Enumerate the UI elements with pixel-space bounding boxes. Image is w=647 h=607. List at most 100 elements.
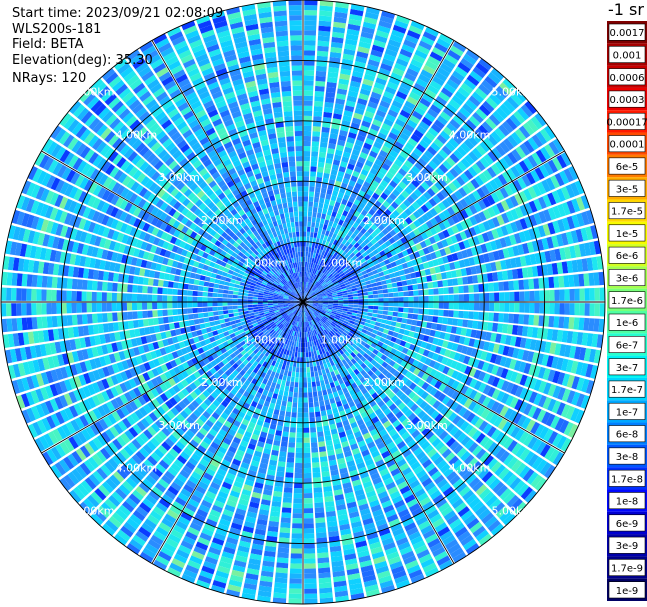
beta-cell [433, 204, 442, 214]
beta-cell [541, 411, 551, 425]
beta-cell [309, 290, 314, 295]
beta-cell [313, 269, 318, 275]
beta-cell [513, 313, 520, 324]
beta-cell [482, 220, 491, 231]
beta-cell [422, 262, 430, 269]
beta-cell [296, 422, 303, 428]
beta-cell [390, 336, 397, 343]
beta-cell [373, 325, 380, 331]
beta-cell [390, 249, 397, 256]
beta-cell [308, 351, 312, 358]
beta-cell [325, 246, 331, 253]
beta-cell [305, 287, 308, 293]
beta-cell [349, 208, 356, 215]
beta-cell [547, 207, 557, 221]
beta-cell [297, 352, 301, 358]
beta-cell [482, 384, 492, 395]
beta-cell [283, 487, 293, 493]
beta-cell [314, 85, 325, 92]
beta-cell [458, 406, 468, 417]
beta-cell [347, 306, 354, 310]
beta-cell [533, 379, 543, 392]
beta-cell [560, 232, 569, 246]
beta-cell [444, 332, 451, 341]
beta-cell [463, 258, 471, 267]
beta-cell [480, 243, 488, 254]
beta-cell [310, 432, 317, 438]
beta-cell [317, 277, 322, 283]
beta-cell [303, 286, 305, 292]
beta-cell [355, 269, 362, 275]
beta-cell [410, 272, 417, 279]
beta-cell [367, 287, 373, 292]
beta-cell [568, 166, 579, 181]
beta-cell [477, 394, 487, 405]
beta-cell [328, 282, 334, 287]
beta-cell [315, 222, 320, 229]
beta-cell [507, 151, 518, 165]
beta-cell [423, 295, 429, 302]
beta-cell [294, 482, 303, 489]
beta-cell [401, 177, 411, 186]
beta-cell [559, 289, 565, 301]
beta-cell [363, 205, 371, 213]
beta-cell [534, 112, 547, 127]
beta-cell [406, 318, 413, 325]
beta-cell [337, 295, 344, 299]
beta-cell [462, 123, 474, 135]
beta-cell [365, 6, 380, 15]
beta-cell [354, 165, 362, 174]
beta-cell [303, 80, 314, 86]
beta-cell [304, 578, 317, 584]
beta-cell [336, 268, 342, 274]
beta-cell [408, 169, 417, 179]
beta-cell [318, 572, 331, 579]
beta-cell [519, 387, 529, 400]
beta-cell [490, 131, 502, 143]
beta-cell [518, 125, 531, 139]
beta-cell [388, 192, 397, 201]
beta-cell [355, 329, 362, 335]
beta-cell [418, 120, 430, 131]
beta-cell [332, 26, 346, 34]
beta-cell [408, 266, 415, 273]
beta-cell [511, 442, 522, 455]
beta-cell [561, 202, 571, 216]
beta-cell [462, 103, 474, 115]
beta-cell [518, 401, 528, 414]
beta-cell [331, 36, 344, 44]
beta-cell [321, 131, 330, 138]
beta-cell [541, 237, 549, 250]
beta-cell [519, 291, 525, 302]
beta-cell [490, 428, 501, 441]
beta-cell [365, 68, 377, 77]
beta-cell [455, 222, 464, 232]
beta-cell [317, 265, 322, 271]
beta-cell [487, 386, 496, 398]
beta-cell [473, 380, 482, 391]
beta-cell [382, 310, 389, 316]
beta-cell [429, 217, 438, 226]
beta-cell [456, 161, 467, 172]
beta-cell [374, 263, 382, 269]
beta-cell [387, 205, 396, 213]
beta-cell [573, 274, 580, 287]
beta-cell [383, 258, 391, 265]
beta-cell [431, 323, 438, 330]
beta-cell [303, 145, 311, 152]
beta-cell [303, 130, 312, 137]
beta-cell [508, 313, 515, 324]
beta-cell [388, 39, 402, 48]
beta-cell [421, 276, 428, 283]
beta-cell [317, 207, 323, 214]
beta-cell [581, 378, 590, 393]
beta-cell [408, 63, 421, 73]
beta-cell [312, 237, 317, 243]
beta-cell [518, 160, 530, 173]
beta-cell [379, 204, 387, 212]
beta-cell [343, 299, 349, 302]
beta-cell [449, 153, 460, 164]
beta-cell [366, 241, 374, 248]
beta-cell [409, 115, 421, 125]
beta-cell [401, 249, 409, 257]
